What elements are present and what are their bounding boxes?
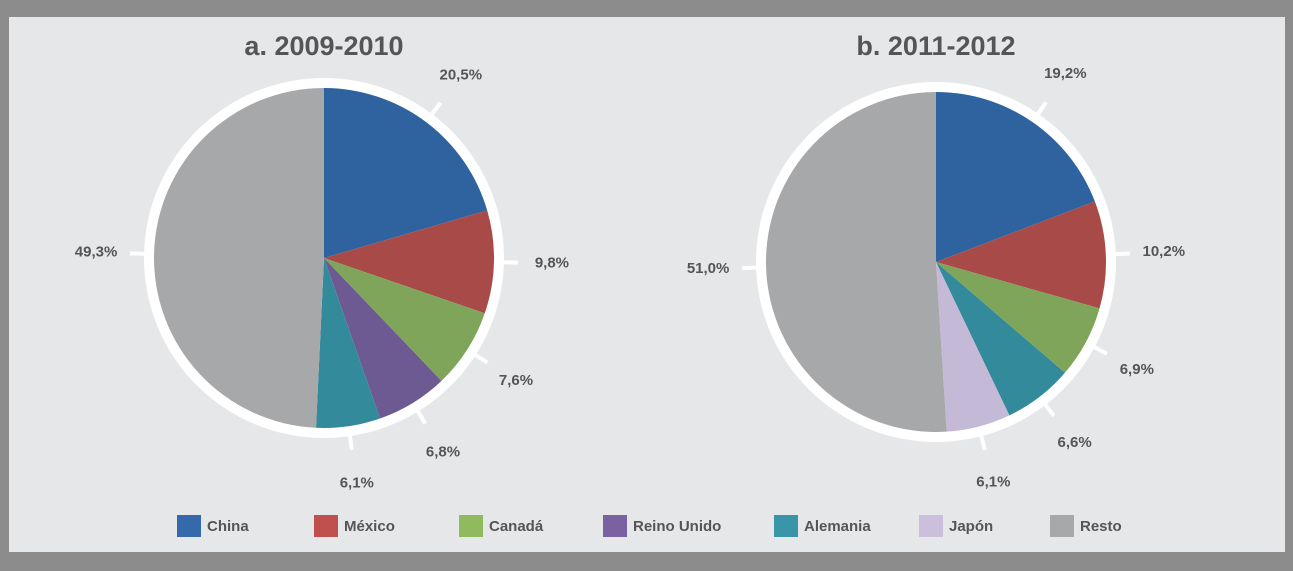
label-tick <box>1034 101 1048 119</box>
pie-slice <box>936 262 1065 416</box>
legend-swatch <box>177 515 201 537</box>
data-label: 20,5% <box>440 67 483 84</box>
label-tick <box>427 101 442 119</box>
label-tick <box>471 351 489 365</box>
legend-label: México <box>344 518 395 535</box>
pie-slice <box>324 258 485 381</box>
data-label: 6,6% <box>1058 434 1092 451</box>
pie-slice <box>315 258 381 428</box>
label-tick <box>1111 251 1130 257</box>
pie-slice <box>766 92 947 432</box>
legend-swatch <box>314 515 338 537</box>
label-tick <box>1041 400 1056 418</box>
legend-swatch <box>919 515 943 537</box>
pie-slice <box>936 201 1106 309</box>
data-label: 7,6% <box>499 372 533 389</box>
legend-label: Japón <box>949 518 993 535</box>
pie-slice <box>936 262 1010 432</box>
pie-slice <box>936 262 1100 373</box>
data-label: 10,2% <box>1143 243 1186 260</box>
label-tick <box>347 431 354 451</box>
chart-title: a. 2009-2010 <box>244 31 403 61</box>
legend-label: Alemania <box>804 518 871 535</box>
label-tick <box>742 265 761 271</box>
chart-title: b. 2011-2012 <box>856 31 1015 61</box>
legend-label: Resto <box>1080 518 1122 535</box>
pie-slice <box>324 88 488 258</box>
pie-slice <box>936 92 1095 262</box>
legend-swatch <box>774 515 798 537</box>
label-tick <box>978 431 987 451</box>
legend-label: Canadá <box>489 518 544 535</box>
data-label: 49,3% <box>75 244 118 261</box>
legend-label: China <box>207 518 249 535</box>
data-label: 19,2% <box>1044 65 1087 82</box>
label-tick <box>414 407 427 425</box>
legend-label: Reino Unido <box>633 518 721 535</box>
pie-slice <box>324 210 494 314</box>
data-label: 6,8% <box>426 443 460 460</box>
label-tick <box>1090 343 1108 356</box>
legend-swatch <box>1050 515 1074 537</box>
legend-swatch <box>603 515 627 537</box>
data-label: 9,8% <box>535 254 569 271</box>
pie-slice <box>324 258 442 419</box>
data-label: 6,1% <box>340 475 374 492</box>
data-label: 51,0% <box>687 260 730 277</box>
data-label: 6,9% <box>1120 361 1154 378</box>
data-label: 6,1% <box>976 474 1010 491</box>
pie-slice <box>154 88 324 428</box>
legend-swatch <box>459 515 483 537</box>
